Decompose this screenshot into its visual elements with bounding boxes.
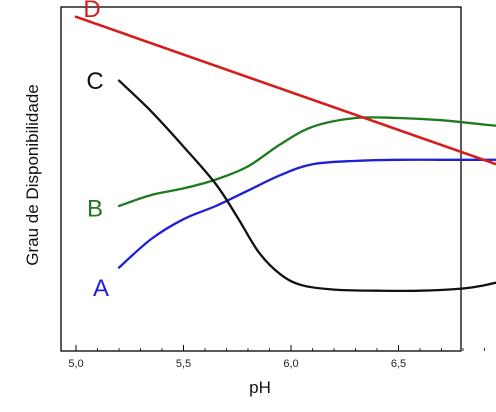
series-label-b: B — [87, 195, 103, 222]
x-tick-label: 6,5 — [391, 358, 406, 370]
series-line-a — [117, 158, 496, 269]
x-axis-ticks: 5,05,56,06,57,07,58,08,5 — [68, 345, 485, 370]
series-label-a: A — [93, 275, 109, 302]
plot-frame — [60, 6, 462, 352]
x-axis-title: pH — [249, 378, 271, 397]
x-tick-label: 6,0 — [283, 358, 298, 370]
series-line-b — [117, 116, 496, 208]
series-labels: A B C D — [83, 0, 109, 302]
series-line-d — [74, 15, 496, 166]
series-line-c — [117, 79, 496, 293]
series-label-c: C — [86, 68, 103, 95]
series-label-d: D — [83, 0, 100, 23]
x-tick-label: 5,0 — [68, 358, 83, 370]
y-axis-title: Grau de Disponibilidade — [23, 84, 42, 265]
x-tick-label: 5,5 — [176, 358, 191, 370]
series-lines — [74, 15, 496, 293]
